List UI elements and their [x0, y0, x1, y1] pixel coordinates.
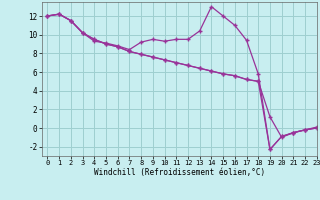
- X-axis label: Windchill (Refroidissement éolien,°C): Windchill (Refroidissement éolien,°C): [94, 168, 265, 177]
